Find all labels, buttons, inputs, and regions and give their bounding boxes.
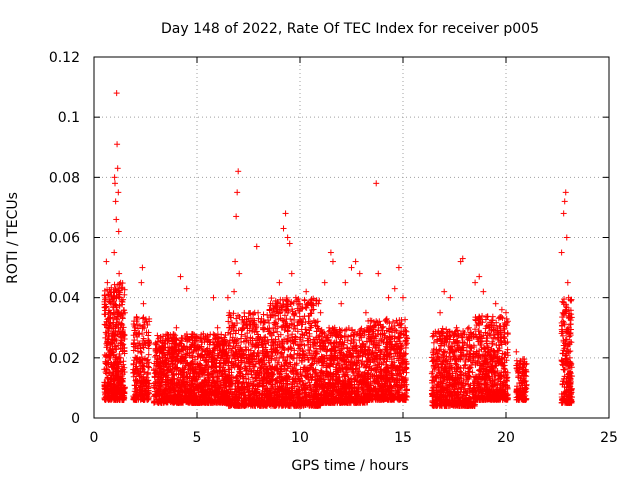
data-point bbox=[287, 316, 294, 323]
data-point bbox=[111, 281, 118, 288]
data-point bbox=[145, 369, 152, 376]
data-point bbox=[145, 345, 152, 352]
data-point bbox=[104, 374, 111, 381]
data-point bbox=[145, 363, 152, 370]
data-point bbox=[145, 351, 152, 358]
data-point bbox=[138, 349, 145, 356]
data-point bbox=[343, 326, 350, 333]
chart-title: Day 148 of 2022, Rate Of TEC Index for r… bbox=[161, 21, 539, 37]
data-point bbox=[397, 321, 404, 328]
data-point bbox=[105, 325, 112, 332]
data-point bbox=[326, 324, 333, 331]
data-point bbox=[120, 358, 127, 365]
data-point bbox=[116, 281, 123, 288]
data-point bbox=[241, 309, 248, 316]
data-point bbox=[101, 311, 108, 318]
data-point bbox=[130, 339, 137, 346]
data-point bbox=[268, 295, 275, 302]
data-point bbox=[118, 284, 125, 291]
data-point bbox=[403, 365, 410, 372]
data-points bbox=[101, 90, 575, 409]
data-point bbox=[295, 383, 302, 390]
